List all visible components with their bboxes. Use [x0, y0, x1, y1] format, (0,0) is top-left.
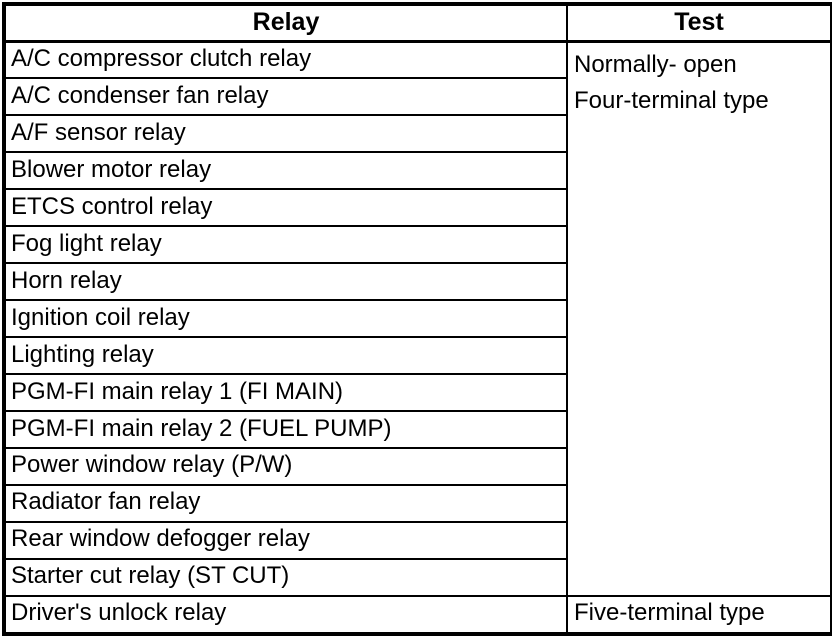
test-line-1: Normally- open	[574, 50, 737, 78]
relay-cell: PGM-FI main relay 1 (FI MAIN)	[3, 373, 568, 413]
relay-cell: Blower motor relay	[3, 151, 568, 191]
table-row: ETCS control relay	[3, 188, 832, 228]
table-row: Ignition coil relay	[3, 299, 832, 339]
table-row: Fog light relay	[3, 225, 832, 265]
table-row: Lighting relay	[3, 336, 832, 376]
table-row: Horn relay	[3, 262, 832, 302]
relay-cell: Fog light relay	[3, 225, 568, 265]
relay-cell: ETCS control relay	[3, 188, 568, 228]
test-line-2: Four-terminal type	[574, 86, 769, 114]
relay-cell: PGM-FI main relay 2 (FUEL PUMP)	[3, 410, 568, 449]
relay-cell: A/F sensor relay	[3, 114, 568, 154]
test-cell: Five-terminal type	[566, 594, 832, 636]
relay-cell: Rear window defogger relay	[3, 520, 568, 560]
relay-cell: A/C condenser fan relay	[3, 77, 568, 117]
test-cell-merged: Normally- open Four-terminal type	[566, 40, 832, 597]
table-row: Starter cut relay (ST CUT)	[3, 557, 832, 597]
relay-cell: Power window relay (P/W)	[3, 447, 568, 486]
relay-cell: Driver's unlock relay	[3, 594, 568, 636]
table-row: A/F sensor relay	[3, 114, 832, 154]
header-row: Relay Test	[3, 3, 832, 43]
table-row: A/C compressor clutch relay Normally- op…	[3, 39, 832, 597]
table-row: A/C condenser fan relay	[3, 77, 832, 117]
table-row: PGM-FI main relay 2 (FUEL PUMP)	[3, 410, 832, 449]
table-row: Radiator fan relay	[3, 483, 832, 523]
table-row: Blower motor relay	[3, 151, 832, 191]
test-column-header: Test	[566, 3, 832, 43]
table-row: Driver's unlock relay Five-terminal type	[3, 594, 832, 636]
relay-cell: Radiator fan relay	[3, 483, 568, 523]
table-row: PGM-FI main relay 1 (FI MAIN)	[3, 373, 832, 413]
table-row: Power window relay (P/W)	[3, 447, 832, 486]
relay-cell: Lighting relay	[3, 336, 568, 376]
relay-cell: Starter cut relay (ST CUT)	[3, 557, 568, 597]
relay-column-header: Relay	[3, 3, 568, 43]
table-row: Rear window defogger relay	[3, 520, 832, 560]
relay-cell: A/C compressor clutch relay	[3, 39, 568, 80]
relay-cell: Ignition coil relay	[3, 299, 568, 339]
relay-cell: Horn relay	[3, 262, 568, 302]
